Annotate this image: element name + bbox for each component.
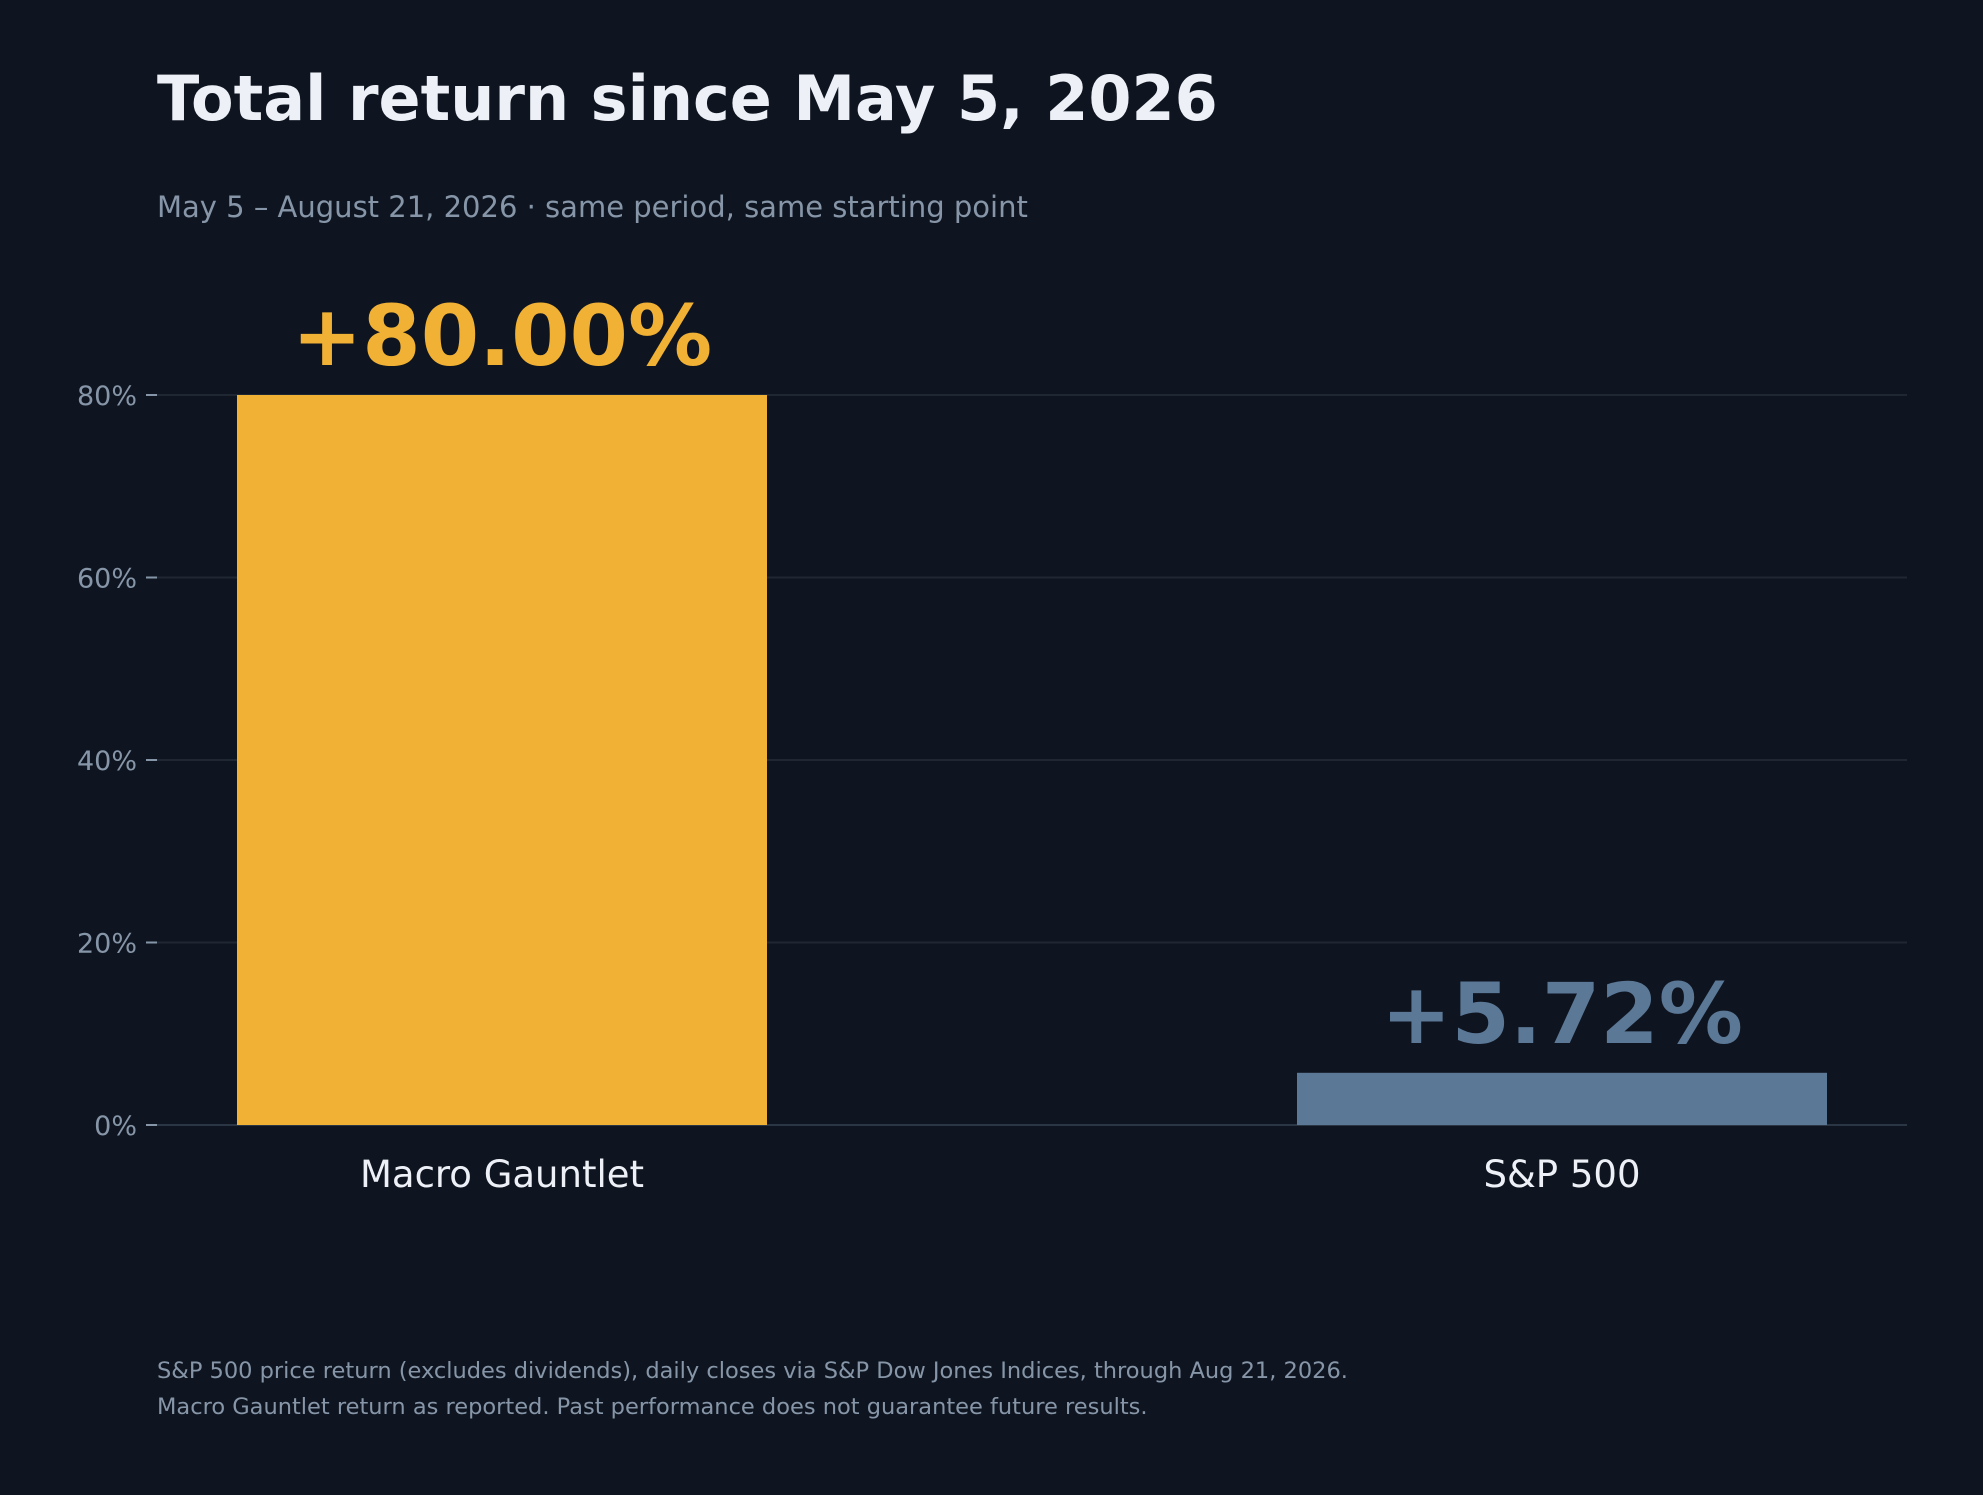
value-label-s-p-500: +5.72% (1381, 965, 1743, 1063)
y-tick-label-0: 0% (94, 1111, 137, 1142)
x-tick-label-macro-gauntlet: Macro Gauntlet (360, 1153, 644, 1196)
chart-subtitle: May 5 – August 21, 2026 · same period, s… (157, 190, 1028, 224)
x-tick-label-s-p-500: S&P 500 (1483, 1153, 1640, 1196)
footnote-line-2: Macro Gauntlet return as reported. Past … (157, 1394, 1148, 1420)
y-tick-label-80: 80% (77, 381, 137, 412)
y-tick-label-60: 60% (77, 564, 137, 595)
bar-macro-gauntlet (237, 395, 767, 1125)
bar-s-p-500 (1297, 1072, 1827, 1125)
value-label-macro-gauntlet: +80.00% (292, 287, 712, 385)
y-tick-label-20: 20% (77, 929, 137, 960)
footnote-line-1: S&P 500 price return (excludes dividends… (157, 1358, 1348, 1384)
chart-title: Total return since May 5, 2026 (157, 62, 1218, 135)
y-tick-label-40: 40% (77, 746, 137, 777)
